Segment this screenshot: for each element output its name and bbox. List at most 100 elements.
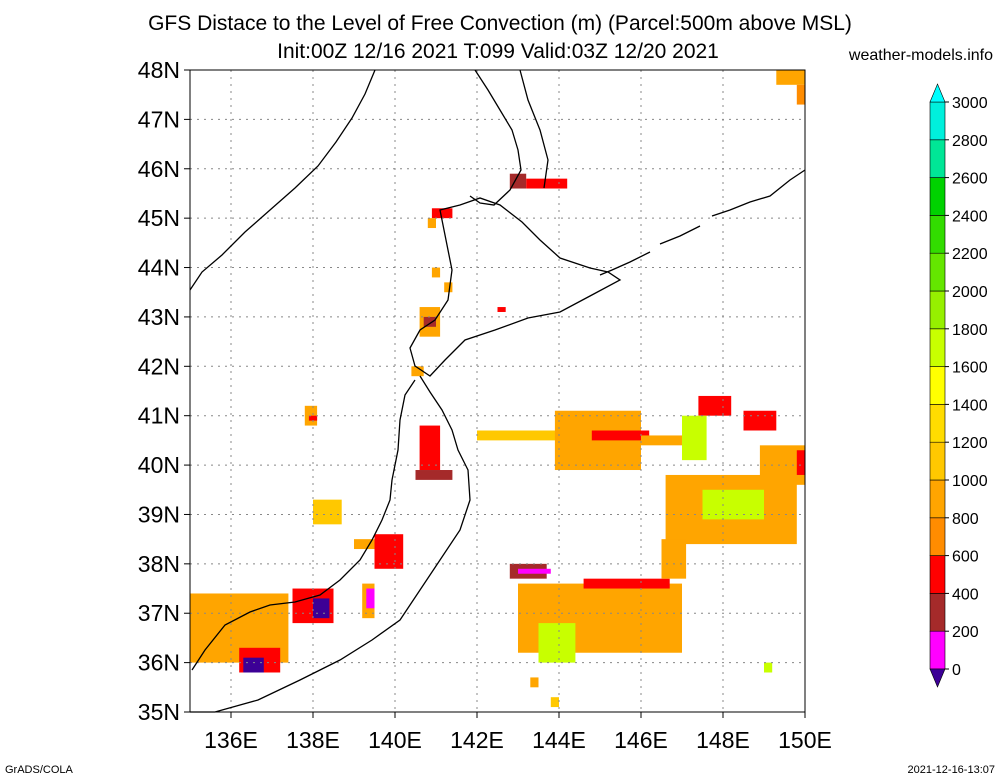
- colorbar-label: 3000: [952, 95, 988, 112]
- lon-tick-label: 136E: [204, 727, 258, 753]
- axes-layer: [189, 69, 806, 713]
- lat-tick-label: 44N: [138, 255, 180, 281]
- colorbar-segment: [929, 404, 946, 443]
- kuril-islands: [599, 169, 806, 276]
- lat-tick-label: 36N: [138, 650, 180, 676]
- field-cell-5: [427, 218, 436, 229]
- field-cell-38: [243, 657, 264, 673]
- lat-tick-label: 47N: [138, 106, 180, 132]
- field-cell-0: [776, 70, 805, 85]
- lat-tick-label: 43N: [138, 304, 180, 330]
- field-cell-1: [796, 84, 805, 105]
- field-cell-18: [743, 410, 777, 431]
- colorbar-label: 2400: [952, 208, 988, 225]
- lat-tick-label: 40N: [138, 452, 180, 478]
- title-block: GFS Distace to the Level of Free Convect…: [148, 12, 993, 64]
- lon-tick-label: 140E: [368, 727, 422, 753]
- colorbar-segment: [929, 290, 946, 330]
- map-subtitle: Init:00Z 12/16 2021 T:099 Valid:03Z 12/2…: [277, 40, 719, 63]
- colorbar-label: 1800: [952, 322, 988, 339]
- field-cell-44: [550, 697, 559, 708]
- honshu-westcoast: [191, 379, 416, 671]
- grid-layer: [184, 69, 806, 718]
- source-label: weather-models.info: [848, 47, 993, 64]
- field-cell-2: [509, 173, 527, 189]
- field-cell-11: [411, 366, 424, 377]
- colorbar-segment: [929, 593, 946, 632]
- field-cell-9: [423, 316, 436, 327]
- lon-tick-label: 142E: [450, 727, 504, 753]
- field-cell-43: [764, 662, 773, 673]
- colorbar-segment: [929, 101, 946, 141]
- footer-credit: GrADS/COLA: [5, 764, 74, 776]
- colorbar-label: 800: [952, 511, 979, 528]
- field-cell-7: [444, 282, 453, 293]
- field-cell-20: [796, 450, 805, 475]
- colorbar-min-arrow: [929, 668, 946, 688]
- lat-tick-label: 37N: [138, 600, 180, 626]
- field-cell-40: [313, 598, 330, 619]
- field-cell-35: [538, 623, 576, 663]
- plot-frame: [189, 69, 806, 713]
- lat-tick-label: 41N: [138, 403, 180, 429]
- field-cell-26: [308, 415, 318, 421]
- field-cell-6: [431, 267, 441, 278]
- colorbar-segment: [929, 177, 946, 216]
- colorbar-segment: [929, 555, 946, 594]
- field-cell-32: [518, 568, 551, 574]
- asian-coastline: [189, 69, 376, 291]
- colorbar-segment: [929, 328, 946, 367]
- footer-timestamp: 2021-12-16-13:07: [908, 764, 995, 776]
- colorbar-segment: [929, 630, 946, 670]
- lon-tick-label: 144E: [532, 727, 586, 753]
- field-cell-24: [415, 470, 453, 480]
- colorbar-label: 0: [952, 662, 961, 679]
- colorbar-segment: [929, 479, 946, 519]
- colorbar-segment: [929, 441, 946, 481]
- colorbar-segment: [929, 366, 946, 405]
- field-layer: [190, 70, 805, 708]
- field-cell-33: [583, 578, 670, 589]
- colorbar-label: 2800: [952, 133, 988, 150]
- sakhalin-coastline: [469, 69, 549, 206]
- colorbar-segment: [929, 517, 946, 556]
- field-cell-14: [591, 430, 650, 441]
- field-cell-22: [702, 489, 764, 520]
- map-title: GFS Distace to the Level of Free Convect…: [148, 12, 852, 35]
- field-cell-27: [313, 499, 342, 525]
- colorbar-segment: [929, 252, 946, 292]
- hokkaido-coastline: [409, 197, 622, 377]
- lon-tick-label: 138E: [286, 727, 340, 753]
- field-cell-15: [641, 435, 699, 446]
- colorbar-label: 1200: [952, 435, 988, 452]
- lat-tick-label: 35N: [138, 699, 180, 725]
- lon-tick-label: 148E: [696, 727, 750, 753]
- field-cell-12: [477, 430, 559, 441]
- field-cell-3: [526, 178, 568, 189]
- lat-tick-label: 48N: [138, 57, 180, 83]
- field-cell-45: [530, 677, 539, 688]
- colorbar-max-arrow: [929, 83, 946, 103]
- colorbar-label: 2200: [952, 246, 988, 263]
- field-cell-42: [366, 588, 375, 609]
- field-cell-10: [497, 307, 506, 312]
- field-cell-34: [661, 539, 687, 579]
- field-cell-23: [419, 425, 441, 471]
- colorbar-label: 600: [952, 549, 979, 566]
- colorbar-label: 1400: [952, 397, 988, 414]
- colorbar-label: 1000: [952, 473, 988, 490]
- lon-tick-labels: 136E 138E 140E 142E 144E 146E 148E 150E: [204, 727, 832, 753]
- lat-tick-labels: 35N 36N 37N 38N 39N 40N 41N 42N 43N 44N 45N 46N 47N 4…: [138, 57, 180, 725]
- coastline-layer: [189, 69, 806, 713]
- colorbar-label: 2000: [952, 284, 988, 301]
- honshu-coastline: [190, 375, 471, 713]
- colorbar-label: 200: [952, 624, 979, 641]
- lat-tick-label: 39N: [138, 501, 180, 527]
- field-cell-17: [682, 415, 707, 461]
- lat-tick-label: 46N: [138, 156, 180, 182]
- colorbar-label: 2600: [952, 171, 988, 188]
- lon-tick-label: 150E: [778, 727, 832, 753]
- colorbar-label: 1600: [952, 360, 988, 377]
- field-cell-16: [698, 395, 732, 416]
